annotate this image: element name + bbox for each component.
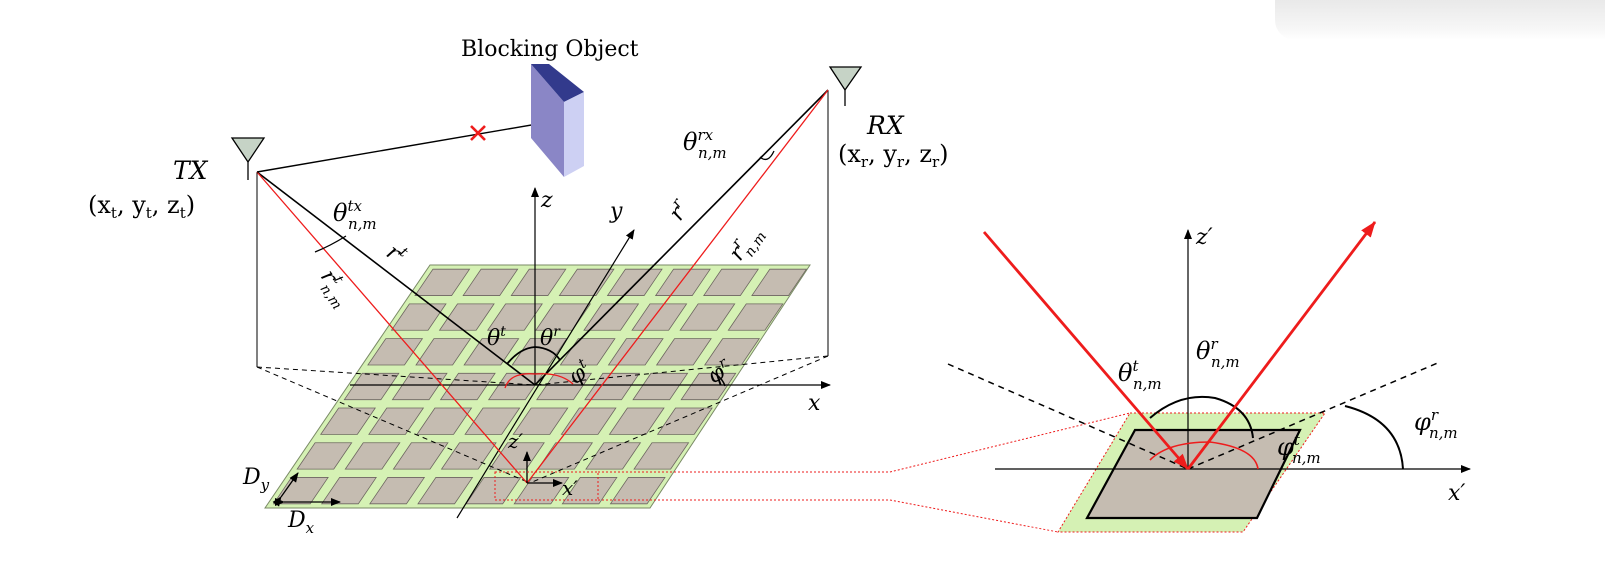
label-local-z: z′	[507, 429, 524, 453]
label-axis-z: z	[540, 188, 553, 213]
ris-unit-cell	[296, 442, 353, 470]
theta-r-arc	[534, 346, 561, 361]
ris-element-grid	[272, 268, 808, 505]
tx-label: TX	[173, 156, 209, 185]
ris-unit-cell	[585, 442, 642, 470]
ris-unit-cell	[319, 407, 376, 435]
rx-label: RX	[866, 111, 905, 140]
ris-unit-cell	[727, 303, 784, 331]
blocking-object-label: Blocking Object	[461, 37, 639, 62]
label-theta-tx: θtx n,m	[333, 197, 377, 233]
right-label-z: z′	[1195, 225, 1213, 250]
ris-unit-cell	[703, 268, 760, 296]
ris-unit-cell	[512, 407, 569, 435]
ris-unit-cell	[654, 268, 711, 296]
tx-coordinates: (xt, yt, zt)	[88, 191, 195, 222]
ris-unit-cell	[392, 442, 449, 470]
label-axis-x: x	[808, 391, 821, 416]
ris-unit-cell	[320, 477, 377, 505]
ris-unit-cell	[343, 372, 400, 401]
zoom-connector-bottom-diag	[889, 499, 1059, 533]
tx-to-center-line	[256, 171, 536, 386]
ris-unit-cell	[368, 407, 425, 435]
label-r-r: rr	[663, 195, 696, 226]
label-theta-rx: θrx n,m	[683, 126, 727, 162]
blocked-x-icon	[470, 125, 486, 141]
label-r-t: rt	[381, 238, 410, 270]
top-right-shadow	[1275, 0, 1605, 40]
dy-arrow	[272, 472, 299, 507]
ris-unit-cell	[583, 303, 640, 331]
ris-unit-cell	[465, 477, 522, 505]
ris-unit-cell	[414, 268, 471, 296]
ris-unit-cell	[606, 268, 663, 296]
ris-unit-cell	[584, 372, 641, 401]
element-to-rx-ray	[526, 89, 829, 484]
label-r-t-nm: rtn,m	[311, 264, 358, 312]
ris-unit-cell	[751, 268, 808, 296]
zoomed-element	[1085, 428, 1302, 520]
right-dashed-right	[1187, 361, 1441, 470]
ris-unit-cell	[417, 477, 474, 505]
element-highlight	[494, 471, 599, 501]
ris-unit-cell	[632, 372, 689, 401]
ris-unit-cell	[367, 338, 424, 366]
ris-unit-cell	[390, 303, 447, 331]
ris-unit-cell	[536, 372, 593, 401]
label-local-x: x′	[562, 476, 578, 500]
center-to-rx-line	[534, 89, 829, 386]
projection-lines	[256, 355, 829, 484]
ris-unit-cell	[391, 372, 448, 401]
zoom-connector-top-diag	[889, 412, 1131, 473]
ris-unit-cell	[679, 303, 736, 331]
ris-unit-cell	[633, 442, 690, 470]
ris-unit-cell	[488, 442, 545, 470]
ris-unit-cell	[560, 407, 617, 435]
incident-ray	[982, 231, 1190, 470]
ris-unit-cell	[486, 303, 543, 331]
ris-unit-cell	[704, 338, 761, 366]
tx-antenna-icon	[230, 137, 266, 180]
phi-t-arc	[504, 373, 574, 389]
right-label-phi-t: φt n,m	[1277, 431, 1321, 467]
right-label-phi-r: φr n,m	[1414, 406, 1458, 442]
label-dx: Dx	[287, 508, 315, 537]
ris-unit-cell	[631, 303, 688, 331]
ris-unit-cell	[655, 338, 712, 366]
right-label-theta-r: θr n,m	[1196, 335, 1240, 371]
label-dy: Dy	[242, 465, 270, 494]
ris-unit-cell	[608, 407, 665, 435]
ris-unit-cell	[415, 338, 472, 366]
ris-unit-cell	[462, 268, 519, 296]
ris-unit-cell	[656, 407, 713, 435]
theta-t-arc	[506, 346, 536, 365]
ris-unit-cell	[369, 477, 426, 505]
right-phi-r-arc	[1344, 405, 1404, 470]
label-r-r-nm: rrn,m	[723, 220, 770, 268]
ris-unit-cell	[609, 477, 666, 505]
label-theta-r: θr	[540, 324, 561, 351]
ris-unit-cell	[558, 268, 615, 296]
label-axis-y: y	[609, 199, 623, 224]
tx-to-element-ray	[256, 171, 528, 484]
rx-antenna-icon	[828, 66, 863, 106]
theta-tx-arc	[314, 235, 347, 253]
blocked-link-arrow	[256, 119, 550, 173]
ris-unit-cell	[510, 268, 567, 296]
ris-unit-cell	[439, 372, 496, 401]
label-theta-t: θt	[487, 324, 506, 351]
right-label-theta-t: θt n,m	[1118, 357, 1162, 393]
ris-unit-cell	[416, 407, 473, 435]
phi-r-arc	[711, 371, 726, 387]
right-label-x: x′	[1448, 481, 1465, 506]
ris-unit-cell	[344, 442, 401, 470]
blocking-object	[531, 64, 584, 177]
rx-coordinates: (xr, yr, zr)	[838, 140, 949, 171]
right-theta-arc	[1149, 395, 1254, 439]
theta-rx-arc	[759, 150, 775, 161]
reflected-ray	[1186, 221, 1377, 470]
ris-unit-cell	[561, 477, 618, 505]
